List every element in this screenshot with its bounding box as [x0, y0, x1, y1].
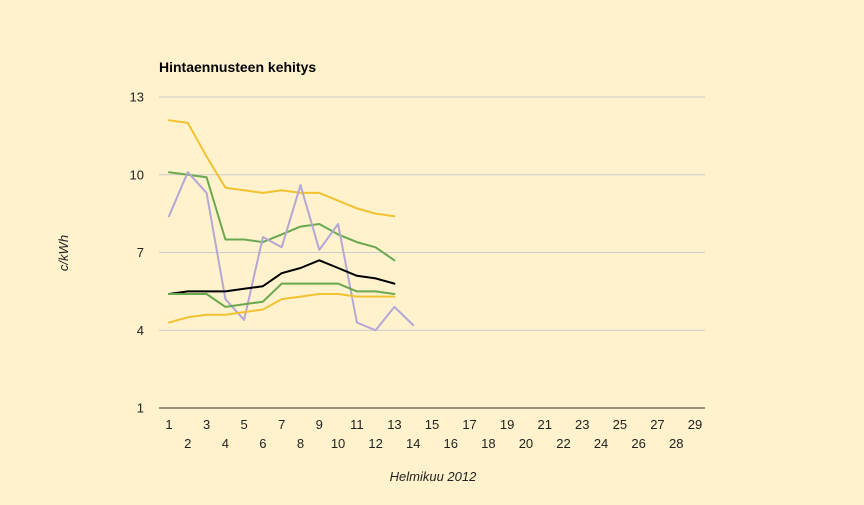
x-tick-label: 1 [165, 417, 172, 432]
x-tick-label: 18 [481, 436, 495, 451]
x-tick-label: 17 [462, 417, 476, 432]
y-tick-label: 7 [137, 245, 144, 260]
x-tick-label: 24 [594, 436, 608, 451]
x-tick-label: 8 [297, 436, 304, 451]
x-tick-label: 19 [500, 417, 514, 432]
x-tick-label: 3 [203, 417, 210, 432]
gridlines [159, 96, 705, 331]
y-axis-tick-labels: 1 4 7 10 13 [130, 90, 144, 416]
x-tick-label: 15 [425, 417, 439, 432]
y-tick-label: 13 [130, 90, 144, 105]
chart-title: Hintaennusteen kehitys [159, 59, 316, 75]
x-tick-label: 7 [278, 417, 285, 432]
y-tick-label: 10 [130, 167, 144, 182]
y-tick-label: 1 [137, 401, 144, 416]
y-axis-title: c/kWh [56, 235, 71, 271]
x-tick-label: 6 [259, 436, 266, 451]
series-line-6 [168, 293, 396, 324]
x-tick-label: 14 [406, 436, 420, 451]
series-line-3 [168, 171, 415, 332]
x-tick-label: 25 [613, 417, 627, 432]
x-tick-label: 23 [575, 417, 589, 432]
x-tick-label: 5 [241, 417, 248, 432]
series-line-4 [168, 259, 396, 295]
x-tick-label: 16 [444, 436, 458, 451]
x-tick-label: 22 [556, 436, 570, 451]
x-axis-title: Helmikuu 2012 [390, 469, 477, 484]
series-line-1 [168, 119, 396, 218]
x-tick-label: 11 [350, 417, 364, 432]
series-line-5 [168, 282, 396, 308]
x-tick-label: 9 [316, 417, 323, 432]
x-tick-label: 20 [519, 436, 533, 451]
x-tick-label: 10 [331, 436, 345, 451]
x-tick-label: 29 [688, 417, 702, 432]
x-axis-tick-labels: 1234567891011121314151617181920212223242… [165, 417, 702, 451]
series-line-2 [168, 171, 396, 262]
x-tick-label: 21 [537, 417, 551, 432]
x-tick-label: 27 [650, 417, 664, 432]
x-tick-label: 2 [184, 436, 191, 451]
x-tick-label: 28 [669, 436, 683, 451]
x-tick-label: 4 [222, 436, 229, 451]
y-tick-label: 4 [137, 323, 144, 338]
series-lines [168, 119, 415, 332]
x-tick-label: 13 [387, 417, 401, 432]
x-tick-label: 26 [631, 436, 645, 451]
x-tick-label: 12 [368, 436, 382, 451]
